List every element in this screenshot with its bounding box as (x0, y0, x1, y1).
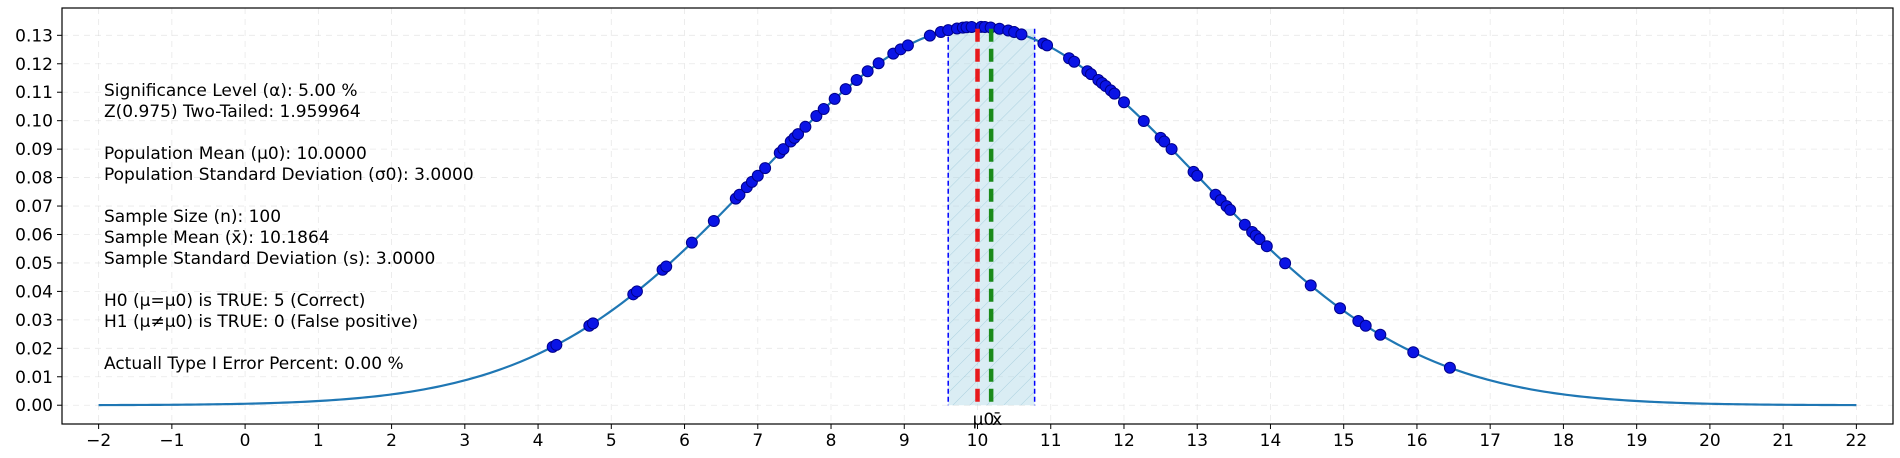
x-tick-label: −2 (86, 431, 111, 451)
sample-point (1304, 279, 1317, 292)
sample-point (1374, 328, 1387, 341)
y-tick-label: 0.06 (15, 225, 53, 245)
sample-point (685, 236, 698, 249)
info-line: Sample Standard Deviation (s): 3.0000 (104, 249, 435, 269)
sample-point (1158, 135, 1171, 148)
x-tick-label: 0 (240, 431, 251, 451)
x-tick-label: 17 (1479, 431, 1501, 451)
sample-point (630, 285, 643, 298)
y-tick-label: 0.12 (15, 55, 53, 75)
y-tick-label: 0.05 (15, 254, 53, 274)
y-tick-label: 0.13 (15, 26, 53, 46)
info-line: Z(0.975) Two-Tailed: 1.959964 (104, 102, 361, 122)
mean-lines (975, 28, 994, 406)
sample-point (1041, 39, 1054, 52)
sample-point (1407, 346, 1420, 359)
info-line: Actuall Type I Error Percent: 0.00 % (104, 354, 404, 374)
sample-point (777, 143, 790, 156)
population-mean-line-label: μ0 (973, 410, 995, 430)
sample-point (1359, 319, 1372, 332)
x-tick-label: 18 (1553, 431, 1575, 451)
sample-point (1260, 240, 1273, 253)
sample-mean-line-label: x̄ (992, 410, 1002, 430)
x-tick-label: 11 (1040, 431, 1062, 451)
x-tick-label: 6 (679, 431, 690, 451)
sample-point (660, 260, 673, 273)
sample-point (1279, 257, 1292, 270)
x-tick-label: 5 (606, 431, 617, 451)
x-tick-label: 15 (1333, 431, 1355, 451)
y-tick-label: 0.02 (15, 339, 53, 359)
sample-point (817, 103, 830, 116)
sample-point (792, 128, 805, 141)
sample-point (1015, 28, 1028, 41)
x-tick-label: 13 (1186, 431, 1208, 451)
x-tick-label: 10 (967, 431, 989, 451)
sample-point (1191, 169, 1204, 182)
y-tick-label: 0.08 (15, 169, 53, 189)
x-tick-label: 7 (752, 431, 763, 451)
sample-point (923, 29, 936, 42)
x-tick-label: 21 (1772, 431, 1794, 451)
sample-points (546, 20, 1456, 374)
sample-point (1253, 233, 1266, 246)
y-tick-label: 0.10 (15, 112, 53, 132)
sample-point (586, 317, 599, 330)
y-tick-label: 0.07 (15, 197, 53, 217)
info-line: H1 (μ≠μ0) is TRUE: 0 (False positive) (104, 312, 418, 332)
sample-point (1443, 361, 1456, 374)
y-tick-label: 0.04 (15, 282, 53, 302)
info-line: Significance Level (α): 5.00 % (104, 81, 358, 101)
x-tick-label: 20 (1699, 431, 1721, 451)
sample-point (1117, 96, 1130, 109)
x-tick-label: 2 (386, 431, 397, 451)
sample-point (550, 338, 563, 351)
info-line: H0 (μ=μ0) is TRUE: 5 (Correct) (104, 291, 365, 311)
info-text-block: Significance Level (α): 5.00 %Z(0.975) T… (104, 81, 474, 374)
sample-point (828, 92, 841, 105)
sample-point (733, 188, 746, 201)
sample-point (1238, 218, 1251, 231)
sample-point (799, 120, 812, 133)
x-tick-label: 12 (1113, 431, 1135, 451)
sample-point (850, 73, 863, 86)
sample-point (1224, 203, 1237, 216)
info-line: Population Mean (μ0): 10.0000 (104, 144, 367, 164)
x-tick-label: 4 (533, 431, 544, 451)
x-tick-label: 19 (1626, 431, 1648, 451)
sample-point (751, 169, 764, 182)
y-tick-label: 0.03 (15, 311, 53, 331)
sample-point (872, 57, 885, 70)
sample-point (707, 215, 720, 228)
info-line: Sample Mean (x̄): 10.1864 (104, 228, 330, 248)
sample-point (839, 83, 852, 96)
sample-point (1137, 115, 1150, 128)
x-tick-label: 14 (1260, 431, 1282, 451)
x-tick-label: 3 (459, 431, 470, 451)
sample-point (810, 110, 823, 123)
y-tick-label: 0.00 (15, 396, 53, 416)
x-tick-label: 22 (1846, 431, 1868, 451)
info-line: Sample Size (n): 100 (104, 207, 281, 227)
sample-point (861, 65, 874, 78)
sample-point (759, 162, 772, 175)
x-tick-label: −1 (159, 431, 184, 451)
sample-point (1334, 302, 1347, 315)
sample-point (1108, 87, 1121, 100)
sample-point (901, 39, 914, 52)
y-tick-label: 0.01 (15, 368, 53, 388)
axes: −2 −1 0 1 2 3 4 5 6 7 8 9 10 11 12 13 14 15 16 17 18 19 20 21 22… (15, 7, 1894, 451)
x-tick-label: 9 (899, 431, 910, 451)
sample-point (1165, 143, 1178, 156)
x-tick-label: 1 (313, 431, 324, 451)
info-line: Population Standard Deviation (σ0): 3.00… (104, 165, 474, 185)
y-tick-label: 0.09 (15, 140, 53, 160)
x-tick-label: 8 (826, 431, 837, 451)
y-tick-label: 0.11 (15, 83, 53, 103)
x-tick-label: 16 (1406, 431, 1428, 451)
sample-point (1068, 55, 1081, 68)
